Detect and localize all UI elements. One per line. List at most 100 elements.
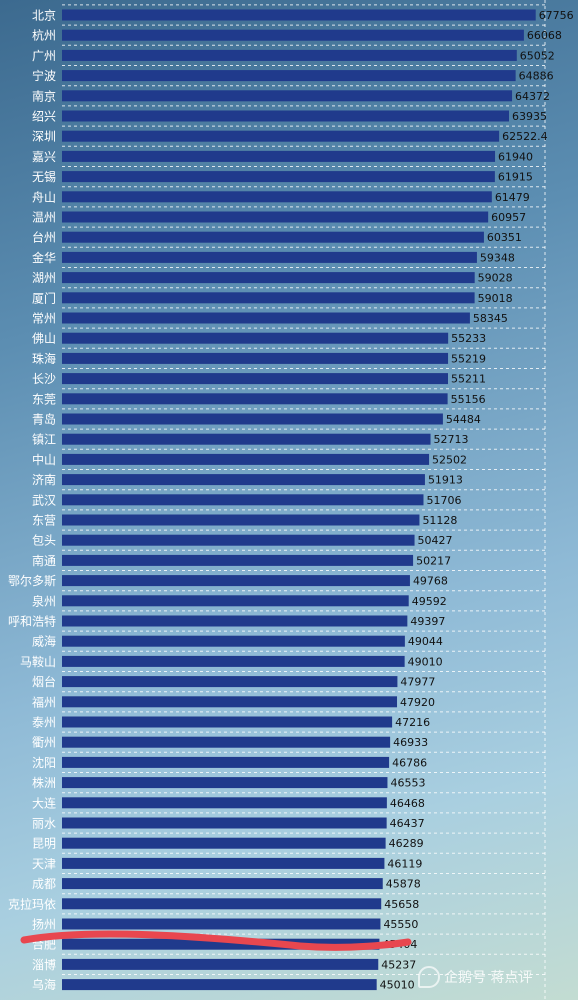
category-label: 温州: [32, 211, 56, 225]
bar: [62, 474, 425, 486]
bar: [62, 777, 388, 789]
value-label: 45658: [384, 898, 419, 911]
category-label: 昆明: [32, 837, 56, 851]
value-label: 49044: [408, 635, 443, 648]
value-label: 45010: [380, 979, 415, 992]
value-label: 59018: [478, 292, 513, 305]
category-label: 天津: [32, 857, 56, 871]
bar: [62, 70, 516, 82]
category-label: 舟山: [32, 190, 56, 204]
value-label: 46786: [392, 756, 427, 769]
value-label: 47216: [395, 716, 430, 729]
value-label: 46468: [390, 797, 425, 810]
watermark: 企鹅号 蒋点评: [418, 966, 532, 988]
bar: [62, 90, 513, 102]
bar: [62, 575, 410, 587]
value-label: 45237: [381, 958, 416, 971]
value-label: 46437: [390, 817, 425, 830]
bar: [62, 171, 495, 183]
value-label: 45550: [383, 918, 418, 931]
bar: [62, 898, 382, 910]
bar: [62, 716, 393, 728]
value-label: 49397: [410, 615, 445, 628]
category-label: 乌海: [32, 977, 56, 992]
category-label: 包头: [32, 534, 56, 548]
bar: [62, 736, 391, 748]
category-label: 中山: [32, 452, 56, 467]
value-label: 55219: [451, 352, 486, 365]
bar: [62, 9, 536, 21]
category-label: 济南: [32, 472, 56, 487]
bar: [62, 797, 387, 809]
bar: [62, 433, 431, 445]
bar: [62, 211, 489, 223]
value-label: 59028: [478, 272, 513, 285]
grid-lines: [62, 0, 546, 1000]
category-label: 泉州: [32, 594, 56, 608]
category-label: 深圳: [32, 130, 56, 144]
category-label: 嘉兴: [32, 150, 56, 164]
category-label: 宁波: [32, 68, 56, 83]
bar: [62, 373, 448, 385]
value-label: 55211: [451, 373, 486, 386]
category-label: 南京: [32, 88, 56, 103]
category-label: 呼和浩特: [8, 614, 56, 629]
bar: [62, 29, 524, 41]
value-label: 62522.4: [502, 130, 548, 143]
category-label: 武汉: [32, 493, 56, 507]
value-label: 47920: [400, 696, 435, 709]
bar: [62, 938, 380, 950]
category-label: 株洲: [32, 775, 56, 790]
value-label: 50427: [418, 534, 453, 547]
value-label: 50217: [416, 554, 451, 567]
watermark-text: 企鹅号 蒋点评: [444, 970, 533, 986]
value-label: 66068: [527, 29, 562, 42]
value-labels: 67756 66068 65052 64886 64372 63935 62522.4 619…: [380, 9, 574, 992]
bar: [62, 272, 475, 284]
category-label: 克拉玛依: [8, 896, 56, 911]
bars: [62, 9, 536, 991]
category-label: 镇江: [32, 433, 56, 447]
bar: [62, 554, 414, 566]
category-label: 无锡: [32, 169, 56, 184]
value-label: 61940: [498, 150, 533, 163]
bar: [62, 635, 405, 647]
category-label: 湖州: [32, 270, 56, 285]
category-label: 绍兴: [32, 110, 56, 124]
bar: [62, 453, 430, 465]
value-label: 46289: [389, 837, 424, 850]
bar: [62, 150, 496, 162]
value-label: 51913: [428, 474, 463, 487]
value-label: 45878: [386, 878, 421, 891]
bar: [62, 615, 408, 627]
value-label: 46933: [393, 736, 428, 749]
bar: [62, 857, 385, 869]
category-label: 杭州: [32, 28, 56, 43]
bar: [62, 312, 470, 324]
category-label: 北京: [32, 9, 56, 23]
value-label: 51128: [422, 514, 457, 527]
category-label: 鄂尔多斯: [8, 573, 56, 588]
bar: [62, 534, 415, 546]
bar: [62, 231, 484, 243]
value-label: 63935: [512, 110, 547, 123]
category-label: 衢州: [32, 736, 56, 750]
category-label: 成都: [32, 877, 56, 891]
category-label: 沈阳: [32, 755, 56, 770]
value-label: 54484: [446, 413, 481, 426]
bar: [62, 756, 390, 768]
value-label: 51706: [426, 494, 461, 507]
value-label: 47977: [400, 676, 435, 689]
category-label: 南通: [32, 553, 56, 568]
category-label: 威海: [32, 634, 56, 649]
category-label: 广州: [32, 49, 56, 63]
category-label: 台州: [32, 230, 56, 245]
value-label: 64886: [519, 70, 554, 83]
value-label: 61479: [495, 191, 530, 204]
bar: [62, 696, 398, 708]
red-underline-annotation: [20, 930, 412, 951]
value-label: 61915: [498, 171, 533, 184]
category-label: 常州: [32, 312, 56, 326]
bar: [62, 676, 398, 688]
